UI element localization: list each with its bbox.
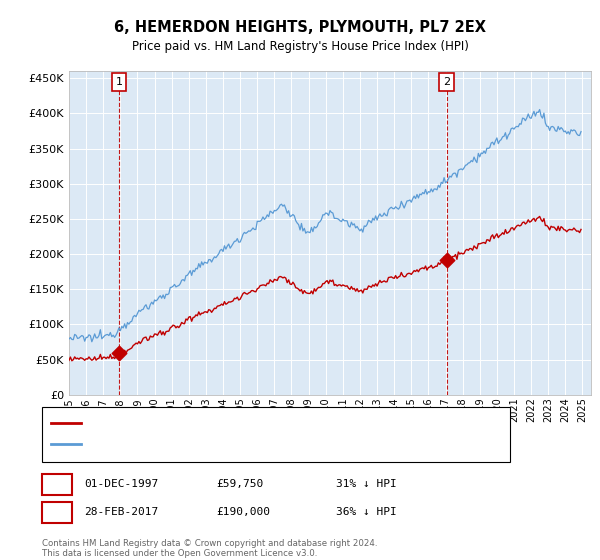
Text: 2: 2 [53,506,61,519]
Text: 01-DEC-1997: 01-DEC-1997 [84,479,158,489]
Text: £190,000: £190,000 [216,507,270,517]
Point [442,255,452,264]
Text: 31% ↓ HPI: 31% ↓ HPI [336,479,397,489]
Text: 1: 1 [53,478,61,491]
Text: 6, HEMERDON HEIGHTS, PLYMOUTH, PL7 2EX (detached house): 6, HEMERDON HEIGHTS, PLYMOUTH, PL7 2EX (… [87,418,434,428]
Text: Contains HM Land Registry data © Crown copyright and database right 2024.
This d: Contains HM Land Registry data © Crown c… [42,539,377,558]
Text: 2: 2 [443,77,451,87]
Text: Price paid vs. HM Land Registry's House Price Index (HPI): Price paid vs. HM Land Registry's House … [131,40,469,53]
Text: HPI: Average price, detached house, City of Plymouth: HPI: Average price, detached house, City… [87,438,380,449]
Text: 6, HEMERDON HEIGHTS, PLYMOUTH, PL7 2EX: 6, HEMERDON HEIGHTS, PLYMOUTH, PL7 2EX [114,20,486,35]
Point [114,348,124,357]
Text: 36% ↓ HPI: 36% ↓ HPI [336,507,397,517]
Text: 28-FEB-2017: 28-FEB-2017 [84,507,158,517]
Text: £59,750: £59,750 [216,479,263,489]
Text: 1: 1 [115,77,122,87]
